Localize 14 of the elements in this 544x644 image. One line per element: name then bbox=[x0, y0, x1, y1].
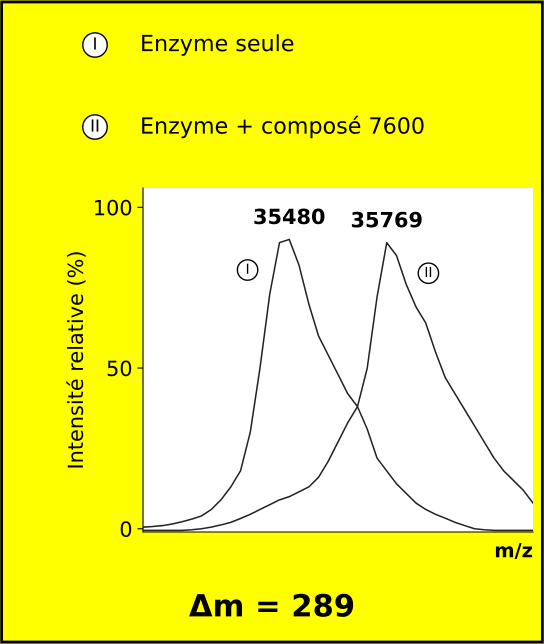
text: II bbox=[92, 119, 98, 132]
annotation: I bbox=[246, 264, 248, 274]
y-tick-label: 0 bbox=[120, 521, 132, 537]
text: Δm = 289 bbox=[189, 594, 354, 617]
annotation: 35480 bbox=[254, 208, 324, 224]
x-axis-title: m/z bbox=[496, 543, 532, 559]
y-axis-title: Intensité relative (%) bbox=[66, 252, 86, 468]
annotation: 35769 bbox=[352, 212, 422, 228]
annotation: II bbox=[426, 266, 432, 278]
text: Enzyme + composé 7600 bbox=[142, 116, 424, 138]
y-tick-label: 100 bbox=[95, 200, 132, 216]
text: Enzyme seule bbox=[142, 34, 294, 56]
y-tick-label: 50 bbox=[108, 360, 132, 376]
text: I bbox=[94, 37, 96, 50]
